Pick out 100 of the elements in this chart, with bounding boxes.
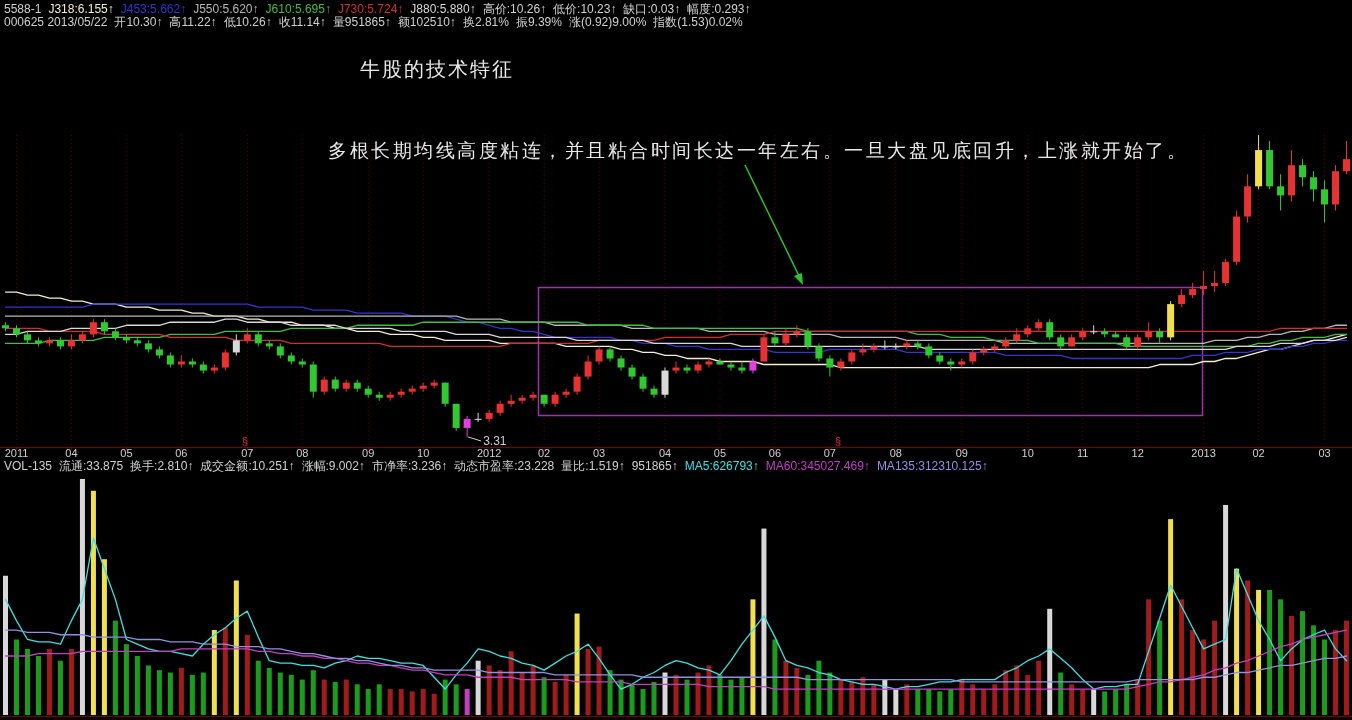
bar bbox=[1245, 580, 1251, 715]
bar bbox=[420, 689, 426, 715]
bar bbox=[640, 689, 646, 715]
bar bbox=[57, 660, 63, 715]
bar bbox=[541, 677, 547, 715]
bar bbox=[1267, 589, 1273, 715]
bar bbox=[233, 580, 239, 715]
bar bbox=[849, 681, 855, 715]
candlestick bbox=[749, 357, 757, 375]
candlestick bbox=[672, 361, 680, 375]
bar bbox=[156, 670, 162, 715]
bar bbox=[1058, 672, 1064, 715]
candlestick bbox=[1321, 179, 1329, 224]
bar bbox=[266, 667, 272, 715]
bar bbox=[123, 644, 129, 715]
bar bbox=[321, 679, 327, 715]
candlestick bbox=[683, 364, 691, 375]
bar bbox=[200, 672, 206, 715]
candlestick bbox=[793, 324, 801, 338]
bar bbox=[376, 684, 382, 715]
candlestick bbox=[507, 394, 515, 408]
bar bbox=[1289, 615, 1295, 715]
bar bbox=[1212, 620, 1218, 715]
bar bbox=[1102, 691, 1108, 715]
bar bbox=[310, 670, 316, 715]
bar bbox=[101, 559, 107, 715]
bar bbox=[1036, 660, 1042, 715]
candlestick bbox=[221, 348, 229, 372]
bar bbox=[46, 648, 52, 715]
bar bbox=[673, 674, 679, 715]
bar bbox=[35, 656, 41, 715]
bar bbox=[915, 689, 921, 715]
candlestick bbox=[1200, 270, 1208, 296]
candlestick bbox=[694, 361, 702, 375]
bar bbox=[1124, 684, 1130, 715]
bar bbox=[530, 665, 536, 715]
bar bbox=[596, 646, 602, 715]
bar bbox=[706, 665, 712, 715]
bar bbox=[684, 679, 690, 715]
bar bbox=[1333, 630, 1339, 715]
bar bbox=[1179, 599, 1185, 715]
bar bbox=[332, 681, 338, 715]
bar bbox=[508, 651, 514, 715]
candlestick bbox=[518, 394, 526, 405]
bar bbox=[893, 689, 899, 715]
bar bbox=[13, 639, 19, 715]
bar bbox=[1025, 674, 1031, 715]
candlestick bbox=[1277, 173, 1285, 211]
bar bbox=[453, 684, 459, 715]
bar bbox=[1190, 630, 1196, 715]
bar bbox=[24, 648, 30, 715]
bar bbox=[948, 689, 954, 715]
candlestick bbox=[463, 415, 471, 438]
candlestick bbox=[837, 357, 845, 372]
bar bbox=[816, 660, 822, 715]
bar bbox=[574, 613, 580, 715]
bar bbox=[662, 672, 668, 715]
candlestick bbox=[1310, 170, 1318, 202]
bar bbox=[1047, 608, 1053, 715]
candlestick bbox=[232, 333, 240, 356]
candlestick bbox=[738, 361, 746, 375]
candlestick bbox=[815, 342, 823, 362]
bar bbox=[1069, 684, 1075, 715]
title: 牛股的技术特征 bbox=[360, 58, 514, 80]
bar bbox=[1168, 519, 1174, 715]
bar bbox=[288, 674, 294, 715]
bar bbox=[805, 674, 811, 715]
candlestick bbox=[529, 391, 537, 402]
bar bbox=[255, 660, 261, 715]
bar bbox=[167, 672, 173, 715]
candlestick bbox=[320, 376, 328, 396]
candlestick bbox=[584, 354, 592, 381]
bar bbox=[178, 667, 184, 715]
candlestick bbox=[474, 412, 482, 423]
bar bbox=[189, 674, 195, 715]
bar bbox=[1300, 611, 1306, 715]
candlestick bbox=[771, 330, 779, 347]
bar bbox=[3, 575, 8, 715]
candlestick bbox=[870, 342, 878, 353]
candlestick bbox=[595, 345, 603, 366]
bar bbox=[1080, 689, 1086, 715]
bar bbox=[1146, 599, 1152, 715]
bar bbox=[145, 665, 151, 715]
bar bbox=[90, 490, 96, 715]
candlestick bbox=[650, 385, 658, 399]
candlestick bbox=[782, 327, 790, 347]
bar bbox=[1091, 689, 1097, 715]
bar bbox=[442, 679, 448, 715]
bar bbox=[728, 679, 734, 715]
bar bbox=[79, 479, 85, 715]
bar bbox=[1311, 625, 1317, 715]
candlestick bbox=[485, 409, 493, 423]
bar bbox=[497, 670, 503, 715]
candlestick bbox=[441, 382, 449, 408]
bar bbox=[486, 665, 492, 715]
candlestick bbox=[606, 345, 614, 362]
bar bbox=[739, 677, 745, 715]
candlestick bbox=[562, 388, 570, 399]
bar bbox=[838, 679, 844, 715]
candlestick bbox=[1343, 140, 1350, 175]
